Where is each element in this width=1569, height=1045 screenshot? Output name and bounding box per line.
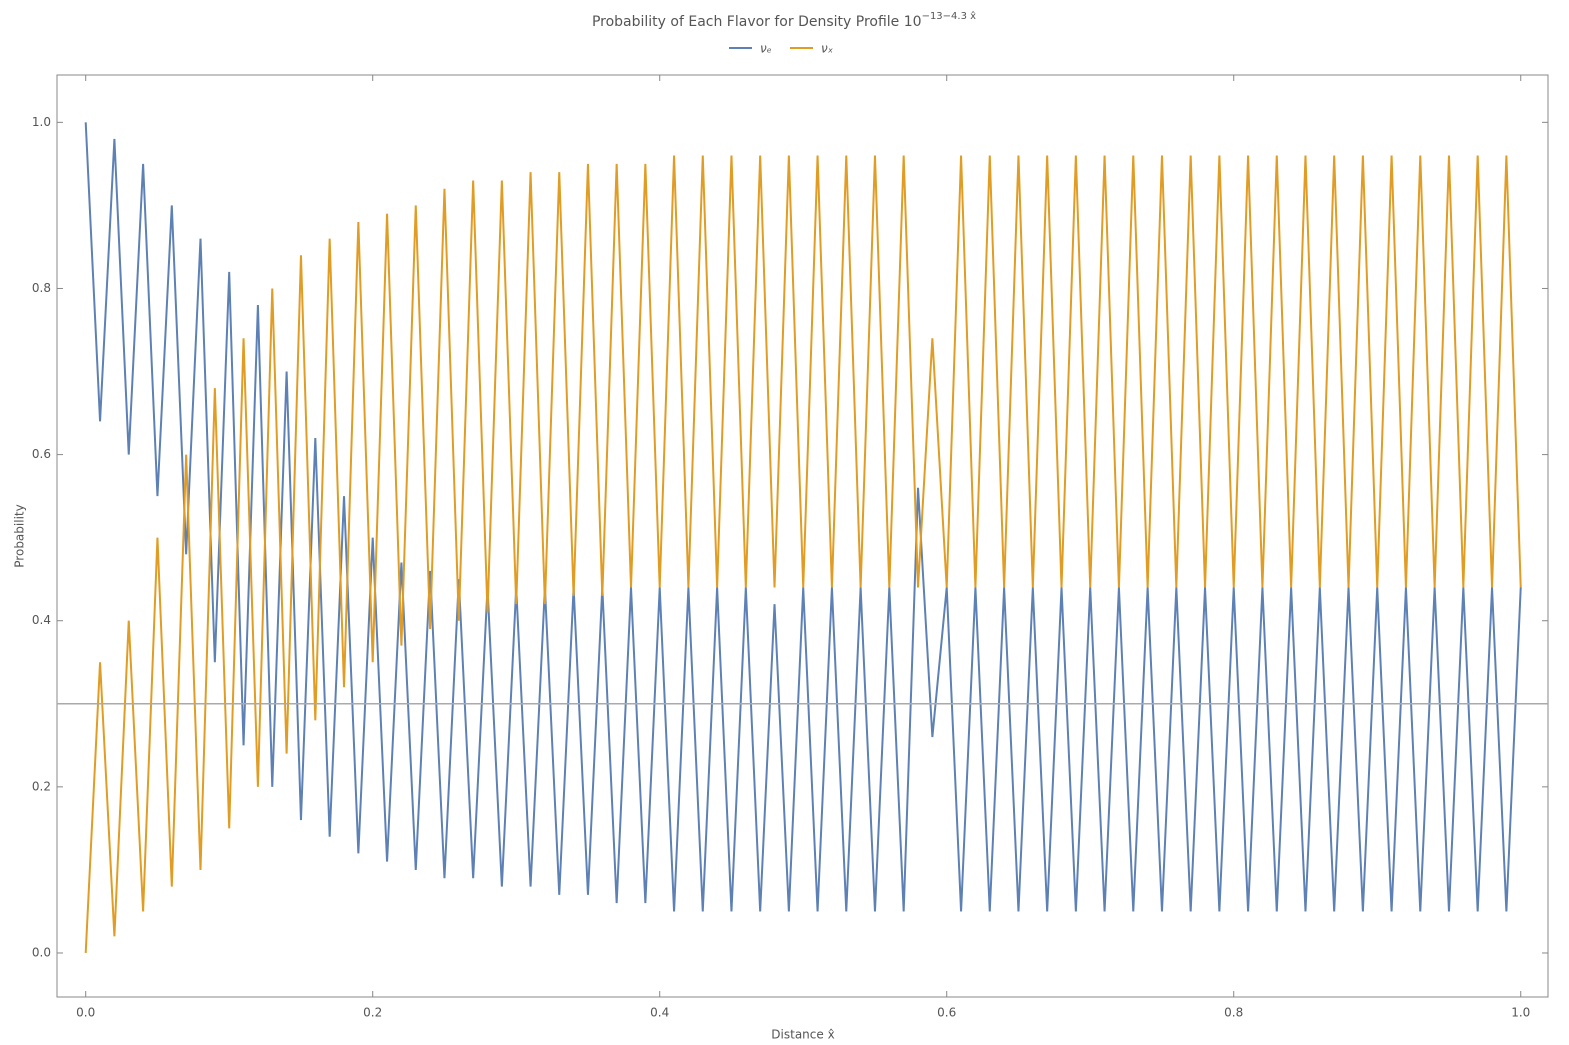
y-tick-label: 0.8 [32, 281, 51, 295]
x-tick-label: 0.0 [76, 1006, 95, 1020]
series-line [84, 122, 1522, 912]
series-line [84, 155, 1522, 954]
x-tick-label: 0.4 [650, 1006, 669, 1020]
title-superscript: −13−4.3 x̂ [922, 10, 977, 22]
x-axis-label: Distance x̂ [771, 1028, 834, 1042]
legend-label: νₓ [821, 42, 833, 56]
chart-title: Probability of Each Flavor for Density P… [592, 10, 976, 30]
y-tick-label: 0.0 [32, 945, 51, 959]
y-tick-label: 1.0 [32, 115, 51, 129]
x-tick-label: 0.6 [937, 1006, 956, 1020]
title-main: Probability of Each Flavor for Density P… [592, 14, 922, 30]
legend-label: νₑ [760, 42, 772, 56]
y-tick-label: 0.6 [32, 447, 51, 461]
y-axis-label: Probability [13, 504, 27, 567]
y-tick-label: 0.2 [32, 779, 51, 793]
x-tick-label: 0.2 [363, 1006, 382, 1020]
x-tick-label: 1.0 [1511, 1006, 1530, 1020]
x-tick-label: 0.8 [1224, 1006, 1243, 1020]
plot-frame [56, 74, 1549, 998]
y-tick-label: 0.4 [32, 613, 51, 627]
